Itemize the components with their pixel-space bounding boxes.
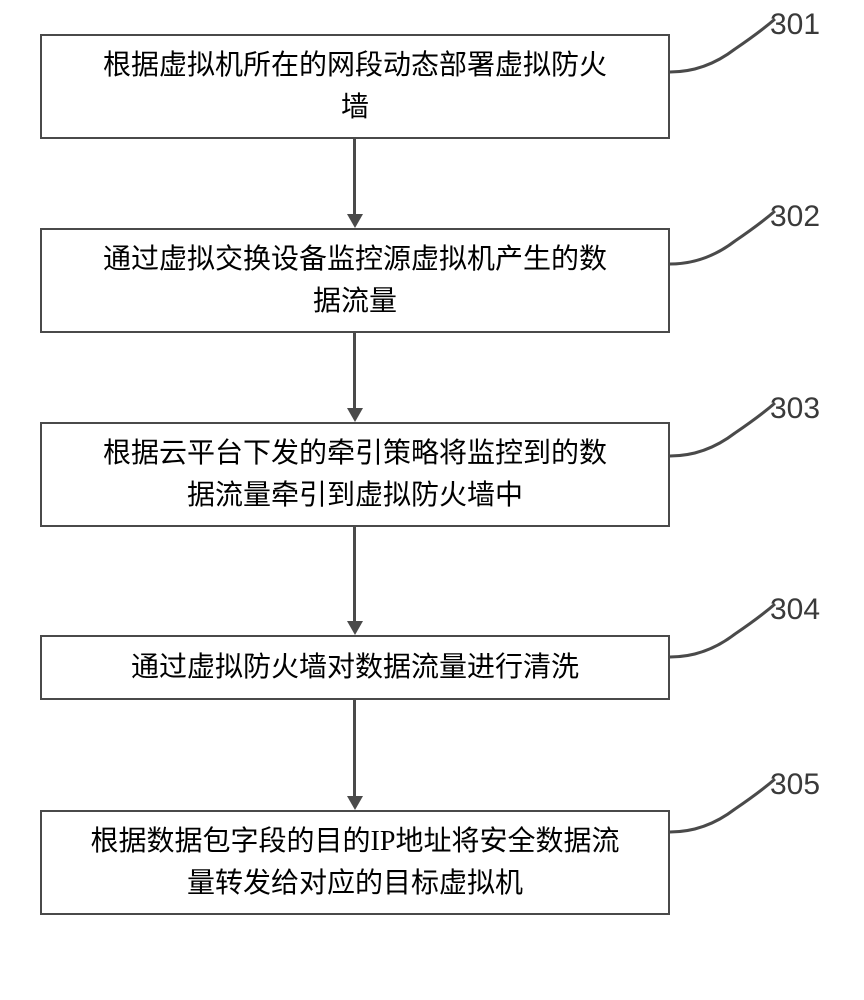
step-label-302: 302 bbox=[770, 200, 820, 234]
step-label-304: 304 bbox=[770, 593, 820, 627]
label-curve-icon bbox=[665, 774, 780, 836]
label-curve-icon bbox=[665, 14, 780, 76]
arrow-head-icon bbox=[347, 796, 363, 810]
arrow-line bbox=[353, 700, 356, 796]
flowchart-container: 根据虚拟机所在的网段动态部署虚拟防火 墙 301 通过虚拟交换设备监控源虚拟机产… bbox=[0, 0, 864, 1000]
step-text-line1: 通过虚拟防火墙对数据流量进行清洗 bbox=[131, 652, 579, 683]
step-text: 通过虚拟交换设备监控源虚拟机产生的数 据流量 bbox=[103, 239, 607, 323]
label-curve-icon bbox=[665, 599, 780, 661]
step-text-line1: 根据虚拟机所在的网段动态部署虚拟防火 bbox=[103, 50, 607, 81]
label-curve-icon bbox=[665, 206, 780, 268]
arrow-line bbox=[353, 527, 356, 621]
step-text: 通过虚拟防火墙对数据流量进行清洗 bbox=[131, 647, 579, 689]
step-box-305: 根据数据包字段的目的IP地址将安全数据流 量转发给对应的目标虚拟机 bbox=[40, 810, 670, 915]
step-box-301: 根据虚拟机所在的网段动态部署虚拟防火 墙 bbox=[40, 34, 670, 139]
step-text: 根据虚拟机所在的网段动态部署虚拟防火 墙 bbox=[103, 45, 607, 129]
step-text-line1: 根据数据包字段的目的IP地址将安全数据流 bbox=[91, 826, 620, 857]
step-text: 根据云平台下发的牵引策略将监控到的数 据流量牵引到虚拟防火墙中 bbox=[103, 433, 607, 517]
step-text-line1: 根据云平台下发的牵引策略将监控到的数 bbox=[103, 438, 607, 469]
step-text: 根据数据包字段的目的IP地址将安全数据流 量转发给对应的目标虚拟机 bbox=[91, 821, 620, 905]
label-curve-icon bbox=[665, 398, 780, 460]
step-label-303: 303 bbox=[770, 392, 820, 426]
step-box-302: 通过虚拟交换设备监控源虚拟机产生的数 据流量 bbox=[40, 228, 670, 333]
step-box-304: 通过虚拟防火墙对数据流量进行清洗 bbox=[40, 635, 670, 700]
step-text-line2: 据流量牵引到虚拟防火墙中 bbox=[187, 480, 523, 511]
step-text-line2: 量转发给对应的目标虚拟机 bbox=[187, 868, 523, 899]
step-text-line1: 通过虚拟交换设备监控源虚拟机产生的数 bbox=[103, 244, 607, 275]
arrow-head-icon bbox=[347, 214, 363, 228]
step-label-301: 301 bbox=[770, 8, 820, 42]
step-text-line2: 墙 bbox=[341, 92, 369, 123]
step-box-303: 根据云平台下发的牵引策略将监控到的数 据流量牵引到虚拟防火墙中 bbox=[40, 422, 670, 527]
arrow-head-icon bbox=[347, 621, 363, 635]
arrow-line bbox=[353, 333, 356, 408]
step-label-305: 305 bbox=[770, 768, 820, 802]
step-text-line2: 据流量 bbox=[313, 286, 397, 317]
arrow-head-icon bbox=[347, 408, 363, 422]
arrow-line bbox=[353, 139, 356, 214]
